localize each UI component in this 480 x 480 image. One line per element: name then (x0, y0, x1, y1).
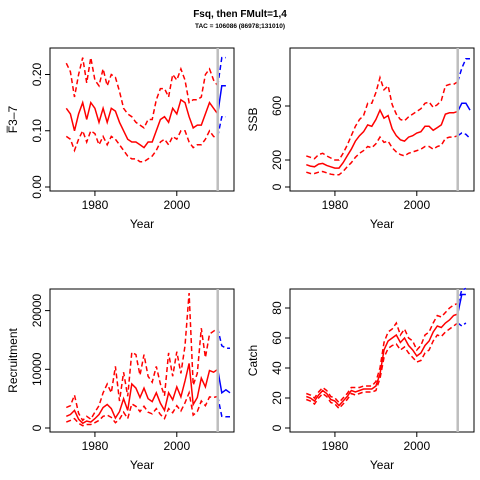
y-tick-label: 0 (270, 424, 284, 431)
y-axis-label: Catch (246, 345, 260, 376)
chart-subtitle: TAC = 106086 (86978;131010) (194, 23, 286, 30)
recruitment-projection-median-line (216, 369, 231, 395)
y-tick-label: 0.10 (30, 119, 44, 143)
x-axis-label: Year (370, 217, 394, 231)
catch-lower-line (306, 322, 459, 410)
y-axis-label: SSB (246, 107, 260, 131)
catch-projection-median-line (456, 293, 466, 315)
y-axis-label: F̅3–7 (6, 106, 20, 134)
ssb-projection-median-line (457, 102, 471, 112)
panel-ssb: 1980 2000 0 200 600 Year SSB (246, 47, 475, 231)
recruitment-upper-line (65, 292, 219, 422)
x-tick-label: 2000 (403, 198, 430, 212)
catch-median-line (306, 313, 458, 407)
recruitment-median-line (65, 363, 219, 425)
recruitment-projection-lower-line (216, 396, 230, 418)
recruitment-lower-line (66, 390, 218, 427)
y-tick-label: 40 (270, 361, 284, 375)
x-tick-label: 2000 (403, 439, 430, 453)
catch-upper-line (306, 302, 458, 404)
fbar-projection-median-line (216, 85, 226, 115)
x-axis-label: Year (130, 217, 154, 231)
y-tick-label: 200 (270, 150, 284, 170)
x-tick-label: 2000 (163, 198, 190, 212)
y-tick-label: 0 (270, 183, 284, 190)
x-tick-label: 1980 (322, 198, 349, 212)
ssb-upper-line (306, 75, 459, 161)
catch-projection-upper-line (456, 287, 467, 304)
catch-projection-lower-line (457, 322, 467, 327)
y-tick-label: 600 (270, 96, 284, 116)
ssb-lower-line (306, 134, 458, 176)
y-tick-label: 80 (270, 301, 284, 315)
chart-title: Fsq, then FMult=1,4 (193, 9, 287, 20)
ssb-projection-upper-line (456, 58, 470, 82)
y-tick-label: 20 (270, 391, 284, 405)
y-tick-label: 0.20 (30, 62, 44, 86)
fbar-upper-line (65, 57, 219, 130)
plot-frame-catch (289, 288, 475, 433)
ssb-projection-lower-line (457, 132, 471, 139)
y-tick-label: 0.00 (30, 175, 44, 199)
plot-frame-recruitment (49, 288, 235, 433)
panel-fbar: 1980 2000 0.00 0.10 0.20 Year F̅3–7 (6, 47, 235, 231)
x-tick-label: 2000 (163, 439, 190, 453)
y-tick-label: 60 (270, 331, 284, 345)
y-axis-label: Recruitment (6, 327, 20, 392)
fbar-lower-line (65, 128, 219, 163)
x-tick-label: 1980 (82, 198, 109, 212)
fbar-median-line (65, 98, 219, 149)
y-tick-label: 10000 (30, 352, 44, 386)
x-axis-label: Year (130, 458, 154, 472)
x-axis-label: Year (370, 458, 394, 472)
x-tick-label: 1980 (82, 439, 109, 453)
plot-frame-fbar (49, 47, 235, 192)
recruitment-projection-upper-line (216, 328, 230, 349)
plot-frame-ssb (289, 47, 475, 192)
y-tick-label: 20000 (30, 294, 44, 328)
fbar-projection-lower-line (216, 115, 226, 137)
fbar-projection-upper-line (216, 56, 226, 86)
y-tick-label: 0 (30, 424, 44, 431)
x-tick-label: 1980 (322, 439, 349, 453)
panel-catch: 1980 2000 0 20 40 60 80 Year Catch (246, 287, 475, 472)
ssb-median-line (306, 108, 458, 169)
